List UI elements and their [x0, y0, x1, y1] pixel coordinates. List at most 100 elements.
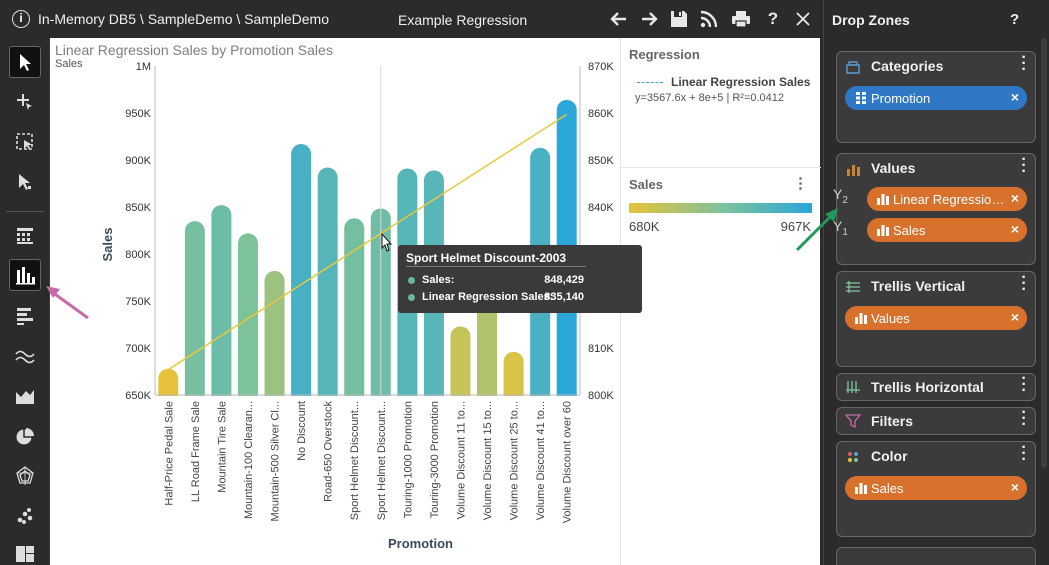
- zone-color[interactable]: Color · · · Sales ×: [836, 439, 1036, 537]
- treemap-icon[interactable]: [9, 538, 41, 565]
- scrollbar[interactable]: [1041, 38, 1047, 468]
- zone-title: Values: [871, 160, 916, 176]
- kebab-menu-icon[interactable]: · · ·: [1021, 49, 1027, 78]
- kebab-menu-icon[interactable]: ⋮: [793, 175, 808, 192]
- tooltip-value: 835,140: [544, 291, 584, 303]
- x-tick-label: Mountain-500 Silver Cl...: [270, 401, 282, 521]
- bar[interactable]: [450, 326, 471, 405]
- pill-label: Sales: [871, 481, 904, 496]
- area-chart-icon[interactable]: [9, 380, 41, 412]
- regression-legend-header: Regression: [629, 47, 700, 62]
- zone-values[interactable]: Values ··· Linear Regression Sales × Sal…: [836, 151, 1036, 265]
- chart-subtitle: Sales: [55, 58, 83, 70]
- chart-tooltip: Sport Helmet Discount-2003 Sales: 848,42…: [398, 245, 642, 313]
- pill-promotion[interactable]: Promotion ×: [845, 86, 1027, 110]
- help-icon[interactable]: ?: [767, 9, 779, 28]
- x-tick-label: Road-650 Overstock: [323, 401, 335, 502]
- y2-axis-tag: Y2: [833, 186, 848, 206]
- x-tick-label: Mountain Tire Sale: [216, 401, 228, 493]
- bar[interactable]: [158, 368, 179, 405]
- y2-tick-label: 800K: [588, 390, 614, 402]
- bar[interactable]: [477, 299, 498, 405]
- y-tick-label: 800K: [125, 249, 151, 261]
- add-point-icon[interactable]: [9, 86, 41, 118]
- bar[interactable]: [184, 221, 205, 405]
- bar[interactable]: [211, 205, 232, 405]
- kebab-menu-icon[interactable]: · · ·: [1021, 439, 1027, 468]
- bar[interactable]: [264, 270, 285, 405]
- y-axis-title: Sales: [100, 228, 115, 262]
- remove-icon[interactable]: ×: [1010, 479, 1019, 495]
- bar[interactable]: [317, 167, 338, 405]
- regression-legend-item[interactable]: Linear Regression Sales: [671, 75, 811, 89]
- zone-categories[interactable]: Categories · · · Promotion ×: [836, 49, 1036, 143]
- pie-chart-icon[interactable]: [9, 420, 41, 452]
- y-tick-label: 650K: [125, 390, 151, 402]
- rss-icon[interactable]: [698, 8, 720, 30]
- y2-tick-label: 870K: [588, 61, 614, 73]
- zone-title: Trellis Horizontal: [871, 379, 984, 395]
- back-arrow-icon[interactable]: [608, 8, 630, 30]
- pill-label: Sales: [893, 223, 926, 238]
- remove-icon[interactable]: ×: [1010, 190, 1019, 206]
- remove-icon[interactable]: ×: [1010, 309, 1019, 325]
- regression-line-swatch: [637, 82, 663, 83]
- zone-filters[interactable]: Filters · · ·: [836, 404, 1036, 435]
- tooltip-value: 848,429: [544, 274, 584, 286]
- scatter-chart-icon[interactable]: [9, 500, 41, 532]
- y-tick-label: 1M: [136, 61, 151, 73]
- kebab-menu-icon[interactable]: · · ·: [1021, 151, 1027, 180]
- regression-equation: y=3567.6x + 8e+5 | R²=0.0412: [635, 92, 785, 104]
- select-region-icon[interactable]: [9, 126, 41, 158]
- save-icon[interactable]: [668, 8, 690, 30]
- help-icon[interactable]: ?: [1010, 11, 1020, 28]
- zone-next[interactable]: [836, 547, 1036, 565]
- bar[interactable]: [344, 218, 365, 405]
- series-dot: [408, 277, 415, 284]
- trellis-horizontal-icon: [846, 381, 860, 393]
- sales-legend-header: Sales: [629, 177, 663, 192]
- remove-icon[interactable]: ×: [1010, 221, 1019, 237]
- x-tick-label: Sport Helmet Discount...: [376, 401, 388, 520]
- color-scale-max: 967K: [780, 219, 811, 234]
- remove-icon[interactable]: ×: [1010, 89, 1019, 105]
- hierarchy-icon: [856, 92, 866, 104]
- bar[interactable]: [503, 351, 524, 405]
- column-chart-icon[interactable]: [9, 259, 41, 291]
- line-chart-icon[interactable]: [9, 340, 41, 372]
- close-icon[interactable]: [792, 8, 814, 30]
- y-tick-label: 750K: [125, 296, 151, 308]
- pill-sales-color[interactable]: Sales ×: [845, 476, 1027, 500]
- kebab-menu-icon[interactable]: · · ·: [1021, 370, 1027, 399]
- pill-label: Promotion: [871, 91, 931, 106]
- tooltip-label: Linear Regression Sales:: [422, 291, 554, 303]
- grid-table-icon[interactable]: [9, 220, 41, 252]
- pill-values[interactable]: Values ×: [845, 306, 1027, 330]
- kebab-menu-icon[interactable]: · · ·: [1021, 404, 1027, 433]
- tooltip-row: Sales: 848,429: [406, 273, 634, 289]
- kebab-menu-icon[interactable]: · · ·: [1021, 269, 1027, 298]
- x-tick-label: Volume Discount 11 to...: [455, 401, 467, 519]
- forward-arrow-icon[interactable]: [638, 8, 660, 30]
- measure-icon: [877, 225, 889, 236]
- zone-trellis-horizontal[interactable]: Trellis Horizontal · · ·: [836, 370, 1036, 401]
- pointer-icon[interactable]: [9, 46, 41, 78]
- zone-title: Color: [871, 448, 908, 464]
- chart-canvas[interactable]: 650K700K750K800K850K900K950K1M800K810K82…: [50, 38, 620, 565]
- filter-icon: [845, 414, 861, 428]
- bar[interactable]: [291, 144, 312, 405]
- trellis-vertical-icon: [846, 281, 860, 293]
- legend-panel: Regression Linear Regression Sales y=356…: [620, 38, 821, 565]
- radar-chart-icon[interactable]: [9, 460, 41, 492]
- pill-linear-regression-sales[interactable]: Linear Regression Sales ×: [867, 187, 1027, 211]
- bar-chart-icon[interactable]: [9, 300, 41, 332]
- drill-icon[interactable]: [9, 166, 41, 198]
- info-icon[interactable]: i: [12, 10, 30, 28]
- x-tick-label: LL Road Frame Sale: [190, 401, 202, 502]
- zone-trellis-vertical[interactable]: Trellis Vertical · · · Values ×: [836, 269, 1036, 367]
- pill-sales[interactable]: Sales ×: [867, 218, 1027, 242]
- y-tick-label: 950K: [125, 108, 151, 120]
- x-tick-label: Volume Discount 15 to...: [482, 401, 494, 520]
- regression-line: [167, 113, 568, 371]
- print-icon[interactable]: [730, 8, 752, 30]
